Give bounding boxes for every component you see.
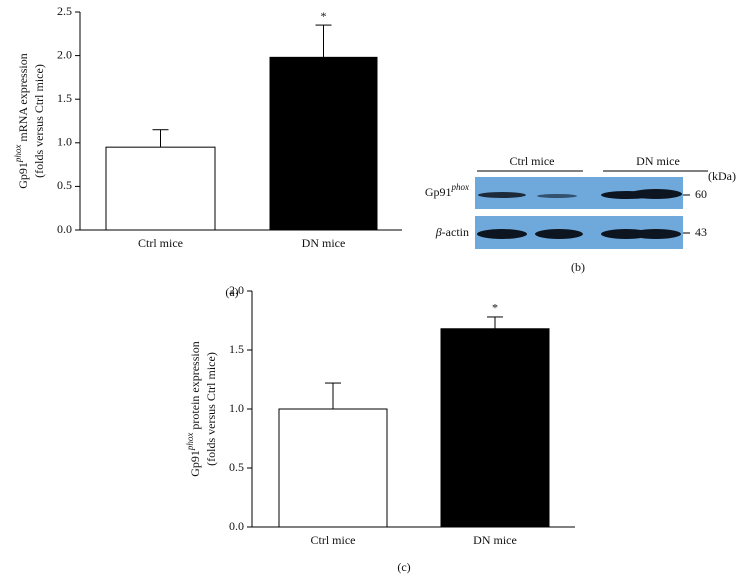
x-tick-label: Ctrl mice	[138, 236, 183, 250]
y-axis-label: Gp91phox mRNA expression	[13, 53, 30, 189]
y-tick-label: 0.0	[229, 519, 244, 533]
blot-panel: Ctrl mice DN mice (kDa) Gp91phox β-actin…	[425, 154, 736, 274]
panel-label: (b)	[571, 260, 585, 274]
protein-name: -actin	[442, 225, 469, 239]
y-tick-label: 2.0	[229, 283, 244, 297]
bar	[440, 328, 550, 528]
y-tick-label: 0.5	[229, 460, 244, 474]
y-tick-label: 1.5	[57, 91, 72, 105]
blot-row-label: β-actin	[435, 225, 469, 239]
y-label-part: Gp91	[16, 162, 30, 189]
y-axis-label: (folds versus Ctrl mice)	[32, 64, 46, 178]
blot-unit: (kDa)	[708, 169, 736, 183]
blot-row-label: Gp91phox	[425, 182, 469, 199]
bar	[105, 146, 216, 231]
y-label-sup: phox	[185, 433, 195, 452]
panel-label: (c)	[397, 560, 410, 574]
y-axis-label: Gp91phox protein expression	[185, 341, 202, 476]
y-label-part: Gp91	[188, 450, 202, 477]
protein-sup: phox	[451, 182, 470, 192]
x-tick-label: DN mice	[302, 236, 346, 250]
band	[478, 192, 526, 198]
kda-label: 60	[695, 187, 707, 201]
x-tick-label: Ctrl mice	[311, 533, 356, 547]
annotation: *	[492, 301, 498, 315]
y-tick-label: 1.5	[229, 342, 244, 356]
band	[477, 229, 527, 239]
band	[535, 229, 583, 239]
blot-group-label: DN mice	[636, 154, 680, 168]
y-label-part: protein expression	[188, 341, 202, 432]
y-tick-label: 0.5	[57, 178, 72, 192]
panel-label: (a)	[225, 285, 238, 299]
bar	[269, 56, 378, 231]
y-label-sup: phox	[13, 145, 23, 164]
y-tick-label: 1.0	[57, 135, 72, 149]
y-tick-label: 2.0	[57, 47, 72, 61]
annotation: *	[321, 9, 327, 23]
x-tick-label: DN mice	[473, 533, 517, 547]
y-label-part: mRNA expression	[16, 53, 30, 144]
blot-group-label: Ctrl mice	[510, 154, 555, 168]
y-axis-label: (folds versus Ctrl mice)	[204, 352, 218, 466]
bar	[278, 408, 388, 528]
band	[537, 194, 577, 198]
kda-label: 43	[695, 225, 707, 239]
band	[630, 189, 682, 199]
band	[631, 229, 681, 239]
y-tick-label: 2.5	[57, 4, 72, 18]
y-tick-label: 1.0	[229, 401, 244, 415]
y-tick-label: 0.0	[57, 222, 72, 236]
protein-greek: β	[435, 225, 442, 239]
protein-name: Gp91	[425, 185, 452, 199]
